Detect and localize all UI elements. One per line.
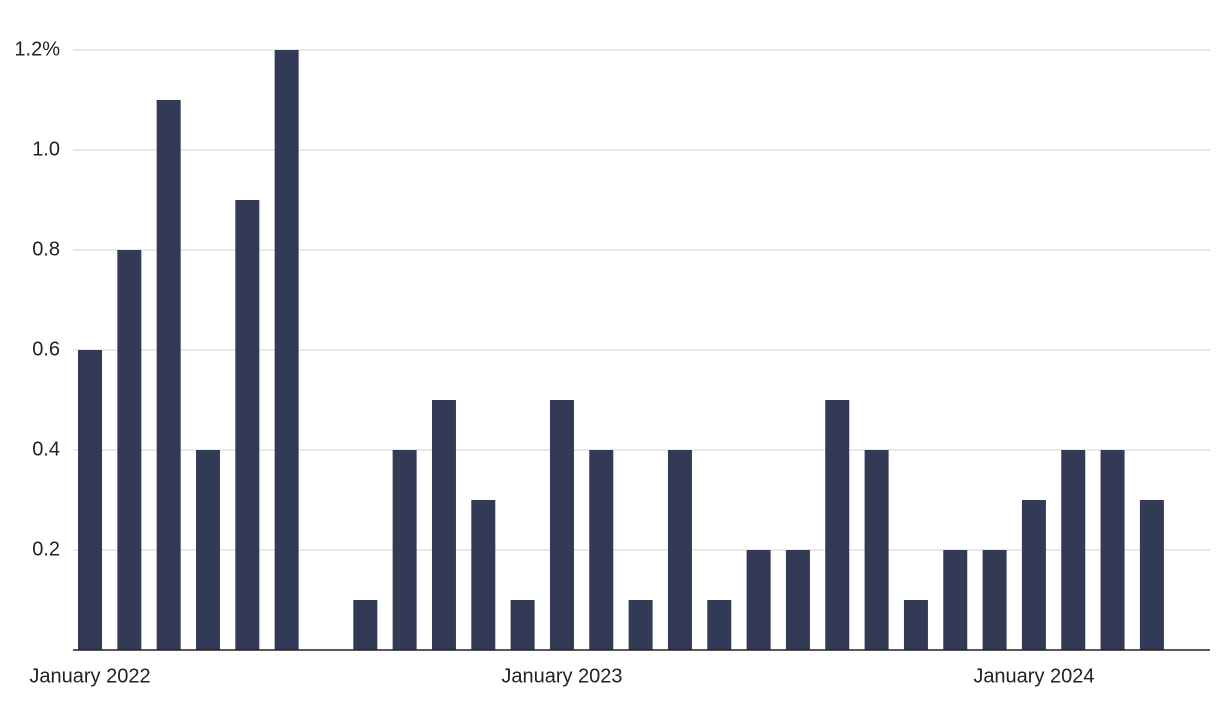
bar <box>510 600 535 650</box>
bar <box>864 450 889 650</box>
y-tick-label: 0.4 <box>32 438 60 460</box>
y-tick-label: 1.2% <box>14 38 60 60</box>
bar <box>195 450 220 650</box>
y-tick-label: 0.8 <box>32 238 60 260</box>
bar <box>549 400 574 650</box>
bar <box>117 250 142 650</box>
x-tick-label: January 2022 <box>29 665 150 687</box>
bar <box>1139 500 1164 650</box>
bar <box>589 450 614 650</box>
bar <box>78 350 102 650</box>
bar <box>156 100 181 650</box>
bar <box>667 450 692 650</box>
bar <box>982 550 1007 650</box>
bar <box>353 600 378 650</box>
bar <box>943 550 968 650</box>
bar <box>903 600 928 650</box>
bar <box>431 400 456 650</box>
bar <box>628 600 653 650</box>
bar <box>1061 450 1086 650</box>
bar <box>471 500 496 650</box>
y-tick-label: 1.0 <box>32 138 60 160</box>
bar <box>274 50 299 650</box>
y-tick-label: 0.6 <box>32 338 60 360</box>
bar <box>746 550 771 650</box>
x-tick-label: January 2023 <box>501 665 622 687</box>
bar <box>235 200 260 650</box>
bar <box>785 550 810 650</box>
bar <box>392 450 417 650</box>
bar <box>1021 500 1046 650</box>
bar <box>825 400 850 650</box>
y-tick-label: 0.2 <box>32 538 60 560</box>
bar <box>707 600 732 650</box>
x-tick-label: January 2024 <box>973 665 1094 687</box>
bar <box>1100 450 1125 650</box>
